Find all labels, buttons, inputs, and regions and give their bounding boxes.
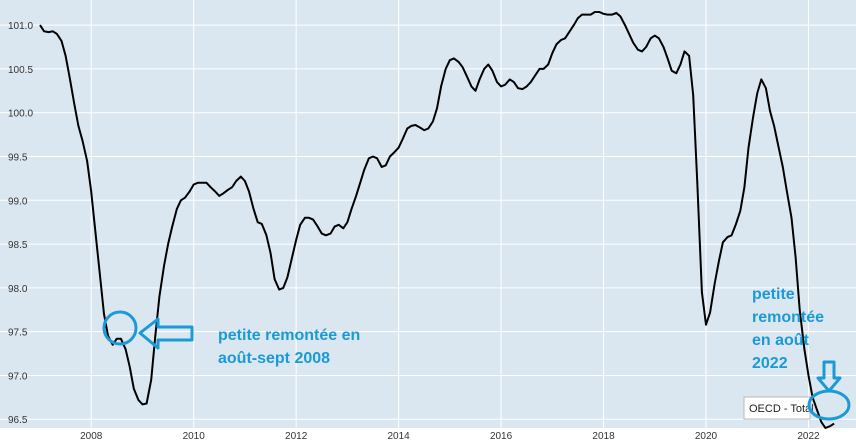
annotation-2022-line1: petite [752, 286, 795, 303]
y-tick-label: 97.0 [8, 371, 28, 382]
y-tick-label: 98.0 [8, 284, 28, 295]
annotation-arrow-down-icon [816, 360, 842, 393]
legend-box: OECD - Total [743, 396, 814, 420]
x-tick-label: 2016 [490, 431, 513, 442]
y-tick-label: 100.0 [8, 109, 33, 120]
x-tick-label: 2014 [387, 431, 410, 442]
y-axis-labels: 96.5 97.0 97.5 98.0 98.5 99.0 99.5 100.0 100.5 10… [8, 21, 33, 426]
x-tick-label: 2010 [183, 431, 206, 442]
x-tick-label: 2022 [797, 431, 820, 442]
annotation-2008-line2: août-sept 2008 [218, 350, 330, 367]
y-tick-label: 100.5 [8, 65, 33, 76]
x-tick-label: 2020 [695, 431, 718, 442]
y-tick-label: 98.5 [8, 240, 28, 251]
y-tick-label: 97.5 [8, 328, 28, 339]
y-tick-label: 99.5 [8, 153, 28, 164]
annotation-2008-line1: petite remontée en [218, 327, 360, 344]
annotation-circle-2022 [807, 389, 851, 421]
annotation-arrow-left-icon [138, 317, 194, 350]
y-tick-label: 99.0 [8, 196, 28, 207]
x-tick-label: 2018 [592, 431, 615, 442]
x-tick-label: 2008 [80, 431, 103, 442]
x-tick-label: 2012 [285, 431, 308, 442]
plot-background [0, 0, 856, 428]
y-tick-label: 96.5 [8, 415, 28, 426]
annotation-2022-line3: en août [752, 332, 810, 349]
x-axis-labels: 2008 2010 2012 2014 2016 2018 2020 2022 [80, 431, 820, 442]
y-tick-label: 101.0 [8, 21, 33, 32]
series-line-oecd-total [39, 11, 835, 429]
annotation-2022-line4: 2022 [752, 355, 788, 372]
annotation-2022-line2: remontée [752, 309, 824, 326]
legend-label: OECD - Total [749, 403, 814, 415]
annotation-circle-2008 [102, 310, 138, 346]
